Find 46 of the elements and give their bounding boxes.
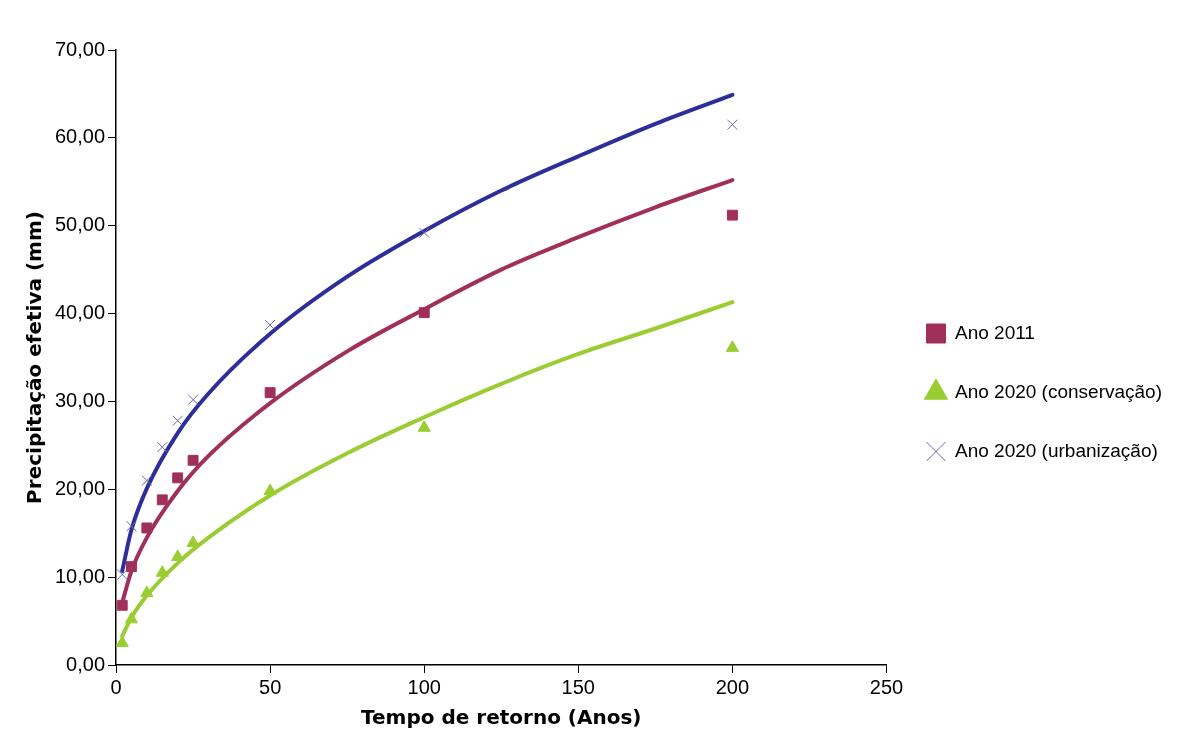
point — [187, 394, 199, 406]
x-tick-label: 200 — [715, 675, 750, 698]
line-series — [120, 92, 735, 573]
point — [126, 520, 137, 532]
point — [172, 472, 184, 484]
x-tick-label: 0 — [110, 675, 122, 698]
point — [124, 611, 139, 624]
point — [726, 209, 738, 221]
point — [141, 475, 153, 486]
point — [116, 569, 128, 580]
point — [417, 420, 431, 432]
x-tick-label: 150 — [561, 675, 595, 698]
point — [186, 535, 200, 547]
y-tick-label: 50,00 — [54, 213, 106, 236]
x-tick-label: 100 — [407, 675, 441, 698]
point — [140, 585, 154, 597]
point — [171, 549, 185, 561]
y-axis-title: Precipitação efetiva (mm) — [22, 211, 47, 504]
point — [155, 565, 169, 577]
point — [725, 340, 739, 352]
point — [264, 319, 276, 331]
point — [418, 227, 430, 239]
y-tick-label: 60,00 — [54, 125, 106, 148]
y-tick-label: 30,00 — [54, 388, 106, 411]
point — [418, 307, 430, 319]
point — [172, 415, 184, 427]
y-tick-label: 70,00 — [54, 37, 106, 60]
point — [141, 522, 153, 534]
point — [187, 454, 199, 466]
y-tick-label: 40,00 — [54, 301, 106, 324]
x-tick-label: 250 — [869, 675, 904, 698]
point — [264, 387, 276, 399]
point — [116, 599, 128, 611]
y-tick-label: 20,00 — [54, 476, 106, 499]
y-tick-label: 10,00 — [54, 564, 106, 587]
x-axis-title: Tempo de retorno (Anos) — [361, 705, 642, 730]
point — [263, 483, 277, 496]
x-tick-label: 50 — [259, 675, 282, 698]
point — [126, 561, 137, 573]
point — [156, 441, 168, 453]
point — [726, 119, 738, 131]
legend-label: Ano 2020 (conservação) — [954, 380, 1162, 402]
legend-label: Ano 2020 (urbanização) — [954, 439, 1158, 461]
point — [156, 494, 168, 506]
y-tick-label: 0,00 — [66, 652, 106, 675]
legend-label: Ano 2011 — [954, 321, 1035, 343]
